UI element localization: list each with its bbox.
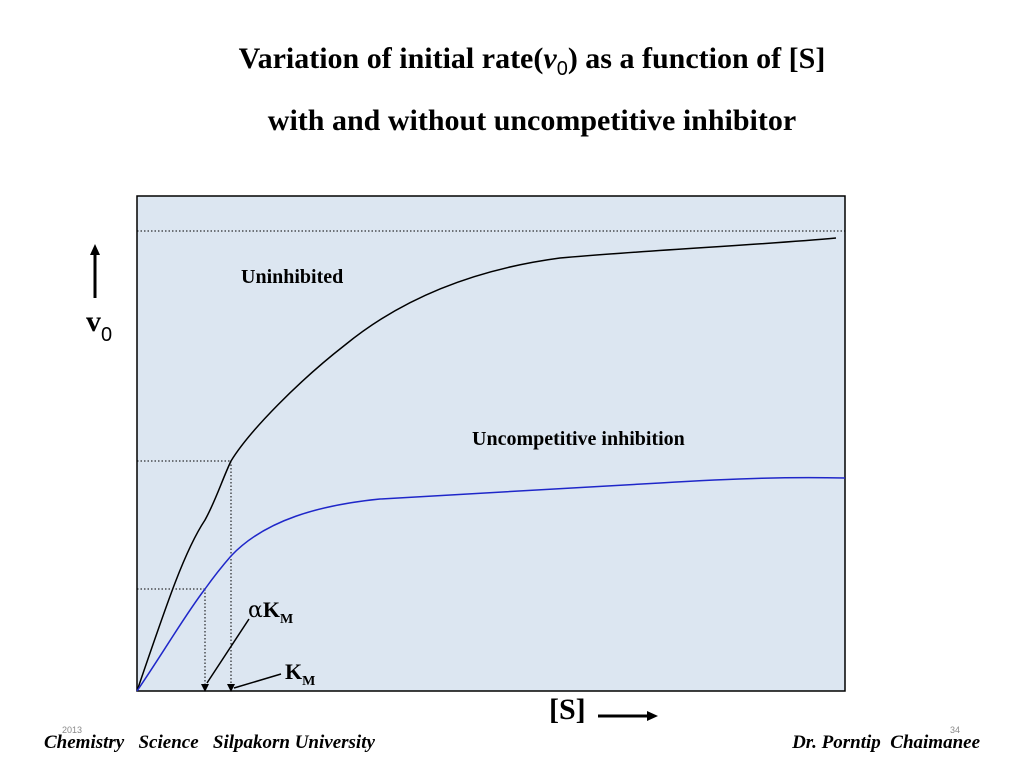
- footer-institution: Chemistry Science Silpakorn University: [44, 732, 375, 753]
- km-label: KM: [285, 659, 315, 689]
- footer-author: Dr. Porntip Chaimanee: [792, 732, 980, 753]
- legend-label-uncompetitive: Uncompetitive inhibition: [472, 428, 685, 450]
- x-axis-label: [S]: [549, 693, 586, 726]
- km-pointer: [233, 673, 282, 689]
- chart-title-line-2: with and without uncompetitive inhibitor: [267, 104, 797, 137]
- y-axis-label: v0: [86, 305, 112, 346]
- slide-year: 2013: [62, 725, 83, 735]
- plot-area: [136, 195, 846, 692]
- legend-label-uninhibited: Uninhibited: [241, 266, 343, 288]
- chart-title-line-1: Variation of initial rate(v0) as a funct…: [238, 42, 826, 80]
- series-uninhibited-line: [136, 237, 837, 692]
- series-uncompetitive-line: [136, 476, 846, 692]
- page-number: 34: [950, 725, 961, 735]
- y-axis-arrow-head: [90, 244, 100, 255]
- alpha-km-arrowhead: [201, 684, 209, 692]
- alpha-km-pointer: [206, 618, 250, 684]
- x-axis-arrow-head: [647, 711, 658, 721]
- km-arrowhead: [227, 684, 235, 692]
- alpha-km-label: αKM: [248, 597, 293, 627]
